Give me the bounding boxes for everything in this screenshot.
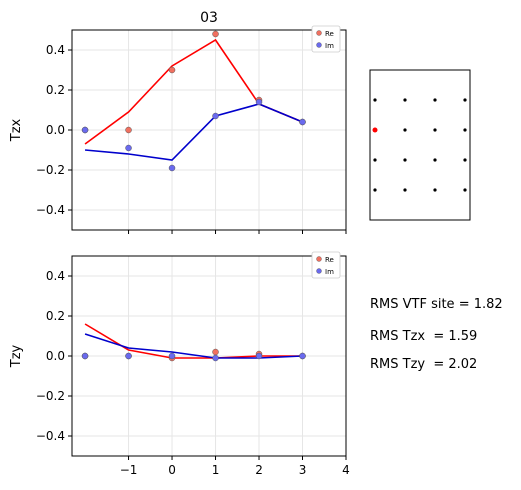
y-tick-label: 0.4 bbox=[46, 269, 65, 283]
data-point-re bbox=[125, 126, 132, 134]
figure-title: 03 bbox=[200, 10, 218, 26]
site-dot bbox=[433, 188, 437, 192]
data-point-im bbox=[212, 354, 219, 362]
legend-marker-im bbox=[316, 268, 322, 274]
data-point-im bbox=[212, 112, 219, 120]
data-point-im bbox=[299, 352, 306, 360]
site-map-frame bbox=[369, 69, 471, 221]
site-dot bbox=[463, 158, 467, 162]
data-point-re bbox=[212, 348, 219, 356]
x-tick-label: 0 bbox=[168, 463, 176, 477]
site-dot bbox=[403, 128, 407, 132]
site-dot bbox=[433, 158, 437, 162]
site-dot bbox=[373, 98, 377, 102]
legend-marker-im bbox=[316, 42, 322, 48]
data-point-im bbox=[168, 164, 176, 172]
x-tick-label: 4 bbox=[342, 463, 350, 477]
series-line bbox=[84, 38, 303, 145]
series-line bbox=[84, 323, 303, 359]
tzy-plot: −1 0 1 2 3 4 −0.4 −0.2 0.0 0.2 0.4 Tzy Re Im bbox=[9, 251, 350, 477]
legend-label-re: Re bbox=[325, 30, 334, 38]
legend-label-im: Im bbox=[325, 268, 334, 276]
x-tick-label: 3 bbox=[299, 463, 307, 477]
y-tick-label: 0.4 bbox=[46, 43, 65, 57]
x-tick-label: −1 bbox=[120, 463, 138, 477]
site-dot bbox=[463, 188, 467, 192]
site-dot bbox=[463, 98, 467, 102]
y-tick-label: 0.2 bbox=[46, 83, 65, 97]
site-dot bbox=[403, 98, 407, 102]
data-point-im bbox=[125, 352, 132, 360]
x-tick-label: 1 bbox=[212, 463, 220, 477]
series-line bbox=[84, 333, 303, 359]
y-tick-label: −0.2 bbox=[36, 389, 65, 403]
y-tick-label: −0.2 bbox=[36, 163, 65, 177]
y-tick-label: 0.2 bbox=[46, 309, 65, 323]
data-point-im bbox=[255, 352, 263, 360]
data-point-im bbox=[299, 118, 306, 126]
site-dot bbox=[433, 98, 437, 102]
site-dot bbox=[373, 158, 377, 162]
rms-vtf-site: RMS VTF site = 1.82 bbox=[370, 297, 503, 312]
rms-tzy: RMS Tzy = 2.02 bbox=[370, 357, 478, 372]
legend-label-re: Re bbox=[325, 256, 334, 264]
legend-label-im: Im bbox=[325, 42, 334, 50]
x-tick-label: 2 bbox=[255, 463, 263, 477]
data-point-re bbox=[212, 30, 219, 38]
data-point-im bbox=[81, 352, 89, 360]
legend-marker-re bbox=[316, 30, 322, 36]
site-dot bbox=[403, 158, 407, 162]
site-dot bbox=[433, 128, 437, 132]
data-point-im bbox=[125, 144, 132, 152]
y-tick-label: 0.0 bbox=[46, 123, 65, 137]
data-point-im bbox=[255, 98, 263, 106]
site-dot bbox=[463, 128, 467, 132]
site-map bbox=[369, 69, 471, 221]
y-tick-label: −0.4 bbox=[36, 203, 65, 217]
site-dot bbox=[373, 188, 377, 192]
y-axis-label: Tzx bbox=[9, 118, 24, 142]
tzx-plot: −0.4 −0.2 0.0 0.2 0.4 Tzx Re Im bbox=[9, 25, 347, 234]
y-tick-label: −0.4 bbox=[36, 429, 65, 443]
y-axis-label: Tzy bbox=[9, 344, 24, 368]
site-dot bbox=[403, 188, 407, 192]
y-tick-label: 0.0 bbox=[46, 349, 65, 363]
rms-tzx: RMS Tzx = 1.59 bbox=[370, 329, 478, 344]
data-point-re bbox=[168, 66, 176, 74]
legend-marker-re bbox=[316, 256, 322, 262]
selected-site-dot bbox=[372, 127, 378, 133]
series-line bbox=[84, 103, 303, 161]
data-point-im bbox=[168, 352, 176, 360]
data-point-im bbox=[81, 126, 89, 134]
